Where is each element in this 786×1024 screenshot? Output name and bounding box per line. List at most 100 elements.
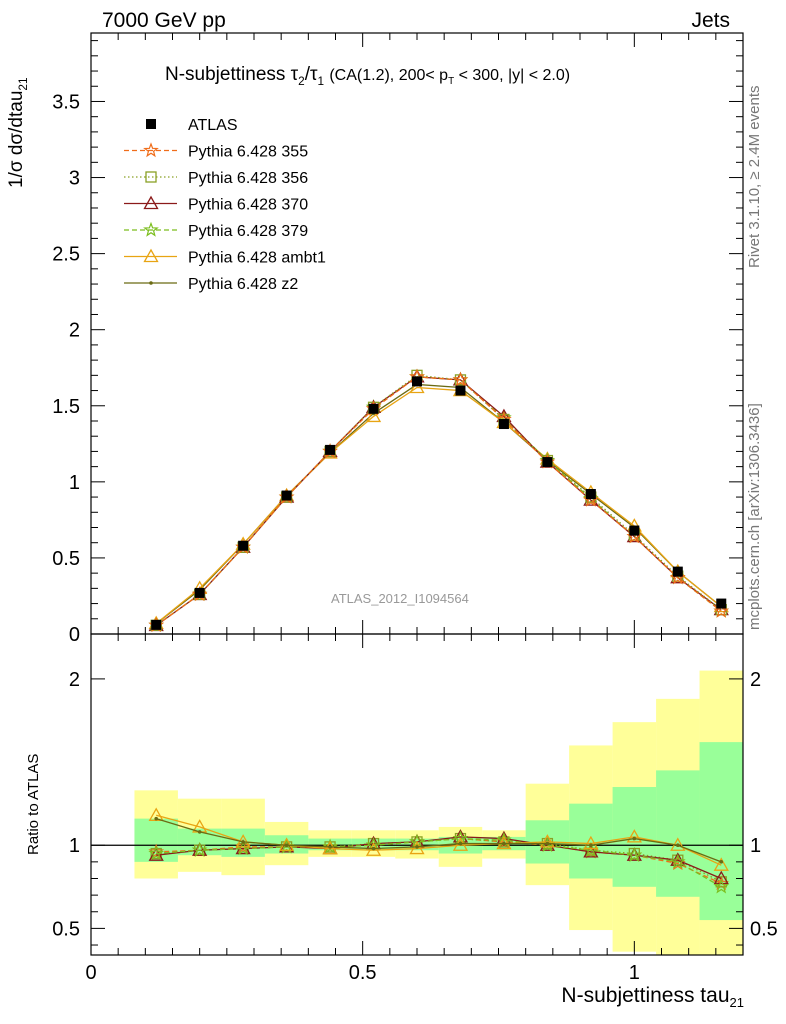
header-left: 7000 GeV pp <box>102 9 226 32</box>
data-point <box>412 376 422 387</box>
ratio-point <box>415 845 419 849</box>
ratio-band-inner <box>308 838 352 851</box>
ratio-series <box>154 816 724 864</box>
ratio-point <box>458 841 463 846</box>
series-line <box>155 376 722 626</box>
y-tick-label: 0.5 <box>52 548 80 570</box>
ratio-series-group <box>148 807 730 894</box>
ratio-point <box>539 834 556 848</box>
y-tick-label: 3 <box>69 168 80 190</box>
ratio-band-inner <box>656 770 700 897</box>
axes-group: 00.511.522.533.50.5 0.51 12 20 0.5 1 <box>52 32 778 984</box>
ratio-y-tick-label-right: 1 <box>750 835 761 857</box>
data-point <box>365 408 382 423</box>
ratio-point <box>322 840 338 855</box>
ratio-band-inner <box>134 818 178 862</box>
legend-label: ATLAS <box>188 117 238 134</box>
series-line <box>155 376 722 626</box>
data-point <box>281 490 292 501</box>
legend-marker <box>146 119 156 129</box>
data-point <box>713 602 730 618</box>
legend-marker <box>149 281 153 285</box>
ratio-point <box>284 843 289 848</box>
data-point <box>672 566 683 577</box>
ratio-point <box>322 838 338 854</box>
legend: ATLAS Pythia 6.428 355 Pythia 6.428 356 Pyt… <box>124 117 326 293</box>
y-tick-label: 2 <box>69 320 80 342</box>
y-axis-label-main: 1/σ dσ/dtau21 <box>6 77 30 189</box>
ratio-point <box>371 846 376 851</box>
x-tick-label: 0.5 <box>349 962 377 984</box>
series-line <box>155 374 722 626</box>
ratio-point <box>409 840 425 855</box>
legend-entry: Pythia 6.428 356 <box>124 170 308 187</box>
ratio-point <box>713 857 729 871</box>
y-tick-label: 3.5 <box>52 91 80 113</box>
data-point <box>583 492 599 506</box>
ratio-point <box>148 845 165 861</box>
legend-entry: Pythia 6.428 z2 <box>124 276 298 293</box>
legend-label: Pythia 6.428 355 <box>188 144 308 161</box>
ratio-band-inner <box>699 742 743 921</box>
series-atlas <box>151 376 727 630</box>
mcplots-label: mcplots.cern.ch [arXiv:1306.3436] <box>746 403 763 630</box>
ratio-point <box>496 835 512 850</box>
ratio-point <box>365 842 382 856</box>
data-point <box>238 540 249 551</box>
ratio-point <box>197 830 202 834</box>
ratio-uncertainty-bands <box>91 670 743 955</box>
legend-label: Pythia 6.428 z2 <box>188 276 298 293</box>
legend-label: Pythia 6.428 370 <box>188 197 308 214</box>
ratio-point <box>713 878 729 894</box>
legend-label: Pythia 6.428 ambt1 <box>188 250 326 267</box>
legend-label: Pythia 6.428 379 <box>188 223 308 240</box>
y-tick-label: 0 <box>69 624 80 646</box>
ratio-point <box>632 836 637 841</box>
data-point <box>498 419 509 430</box>
ratio-point <box>719 860 724 864</box>
series-line <box>155 383 722 625</box>
x-tick-label: 1 <box>629 962 640 984</box>
data-point <box>368 403 379 414</box>
data-point <box>151 619 162 630</box>
y-tick-label: 2.5 <box>52 244 80 266</box>
legend-marker <box>143 221 159 237</box>
y-axis-label-ratio: Ratio to ATLAS <box>25 753 42 855</box>
ratio-point <box>583 835 599 850</box>
ratio-y-tick-label-right: 0.5 <box>750 918 778 940</box>
x-tick-label: 0 <box>85 962 96 984</box>
ratio-point <box>278 839 295 853</box>
data-point <box>629 525 640 536</box>
ratio-point <box>409 833 425 849</box>
ratio-point <box>676 843 680 848</box>
legend-marker <box>143 248 159 263</box>
data-point <box>409 379 425 394</box>
ratio-point <box>713 870 729 885</box>
data-point <box>542 457 553 468</box>
legend-entry: Pythia 6.428 355 <box>124 142 308 161</box>
data-point <box>325 444 336 455</box>
ratio-point <box>241 840 245 844</box>
chart-title: N-subjettiness τ2/τ1 (CA(1.2), 200< pT <… <box>165 64 571 88</box>
data-point <box>626 528 642 543</box>
legend-entry: ATLAS <box>146 117 238 134</box>
ratio-point <box>502 841 506 846</box>
analysis-watermark: ATLAS_2012_I1094564 <box>331 591 469 606</box>
ratio-point <box>545 841 550 846</box>
series-pythia-6-428-z2 <box>154 382 724 626</box>
y-tick-label: 1 <box>69 472 80 494</box>
ratio-point <box>452 830 469 846</box>
data-point <box>716 598 727 609</box>
ratio-point <box>154 816 158 821</box>
ratio-y-tick-label: 0.5 <box>52 918 80 940</box>
ratio-point <box>626 829 642 843</box>
ratio-point <box>626 846 643 862</box>
x-axis-label: N-subjettiness tau21 <box>561 984 744 1011</box>
ratio-point <box>328 845 332 849</box>
data-point <box>670 569 686 584</box>
data-point <box>194 587 205 598</box>
series-line <box>155 386 722 625</box>
ratio-point <box>669 853 686 869</box>
y-tick-label: 1.5 <box>52 396 80 418</box>
